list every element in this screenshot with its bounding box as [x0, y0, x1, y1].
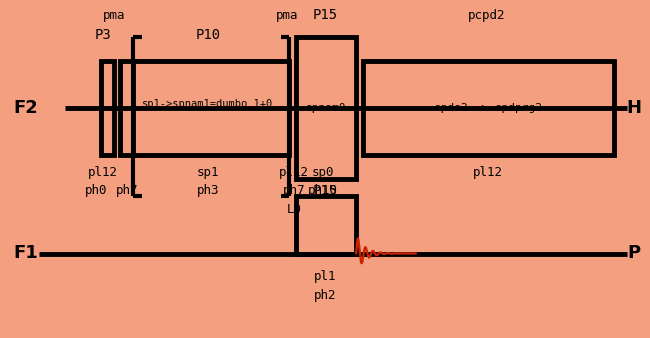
Text: P3: P3: [94, 28, 111, 42]
Text: pcpd2: pcpd2: [467, 9, 505, 22]
Bar: [120, 61, 133, 155]
Text: ph0: ph0: [85, 184, 107, 197]
Text: ph10: ph10: [307, 184, 337, 197]
Text: P10: P10: [196, 28, 220, 42]
Text: H: H: [626, 99, 642, 117]
Text: sp1: sp1: [197, 166, 219, 178]
Text: P: P: [627, 244, 640, 263]
Text: pl1: pl1: [314, 270, 336, 283]
Text: F1: F1: [14, 244, 38, 263]
Text: ph7: ph7: [116, 184, 138, 197]
Text: pl12: pl12: [88, 166, 118, 178]
Text: ph2: ph2: [314, 289, 336, 302]
Bar: [296, 196, 356, 254]
Text: F2: F2: [14, 99, 38, 117]
Bar: [101, 61, 114, 155]
Text: pl12: pl12: [279, 166, 309, 178]
Text: sp0: sp0: [311, 166, 333, 178]
Bar: [363, 61, 614, 155]
Text: pma: pma: [276, 9, 298, 22]
Text: sp1->spnam1=dumbo_1+0: sp1->spnam1=dumbo_1+0: [142, 98, 274, 108]
Text: cpds2 -> cpdprg2: cpds2 -> cpdprg2: [434, 103, 541, 113]
Text: L0: L0: [286, 203, 302, 216]
Text: pma: pma: [103, 9, 125, 22]
Text: pl12: pl12: [473, 166, 502, 178]
Bar: [296, 37, 356, 179]
Text: P15: P15: [313, 184, 337, 198]
Bar: [133, 61, 289, 155]
Text: P15: P15: [313, 8, 337, 22]
Text: ph3: ph3: [197, 184, 219, 197]
Text: ph7: ph7: [283, 184, 305, 197]
Text: spnam0: spnam0: [306, 103, 346, 113]
